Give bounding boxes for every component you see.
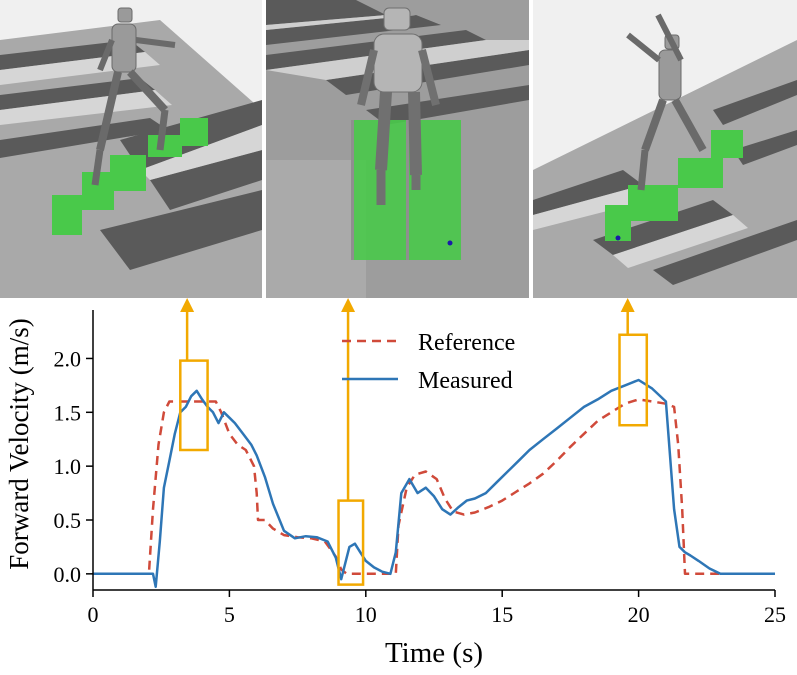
simulation-snapshot-2	[266, 0, 529, 298]
x-tick-label: 0	[88, 602, 99, 627]
highlight-box-3	[618, 333, 649, 427]
y-tick-label: 1.5	[54, 400, 82, 425]
y-tick-label: 2.0	[54, 346, 82, 371]
x-tick-label: 5	[224, 602, 235, 627]
x-tick-label: 10	[355, 602, 377, 627]
y-axis-label: Forward Velocity (m/s)	[4, 318, 34, 569]
measured-line	[93, 378, 775, 589]
reference-line	[93, 398, 775, 576]
highlight-box-2	[337, 499, 365, 586]
y-tick-label: 1.0	[54, 454, 82, 479]
simulation-snapshot-3	[533, 0, 797, 298]
arrowhead-3	[620, 298, 635, 312]
legend: Reference Measured	[342, 330, 515, 394]
y-tick-label: 0.0	[54, 562, 82, 587]
x-tick-label: 25	[764, 602, 786, 627]
x-axis-label: Time (s)	[385, 637, 483, 669]
legend-reference-label: Reference	[418, 330, 515, 356]
legend-measured-label: Measured	[418, 368, 513, 394]
simulation-snapshot-1	[0, 0, 262, 298]
y-tick-label: 0.5	[54, 508, 82, 533]
highlight-box-1	[179, 359, 209, 452]
arrowhead-2	[341, 298, 356, 312]
x-tick-label: 15	[491, 602, 513, 627]
arrowhead-1	[180, 298, 195, 312]
x-tick-label: 20	[628, 602, 650, 627]
